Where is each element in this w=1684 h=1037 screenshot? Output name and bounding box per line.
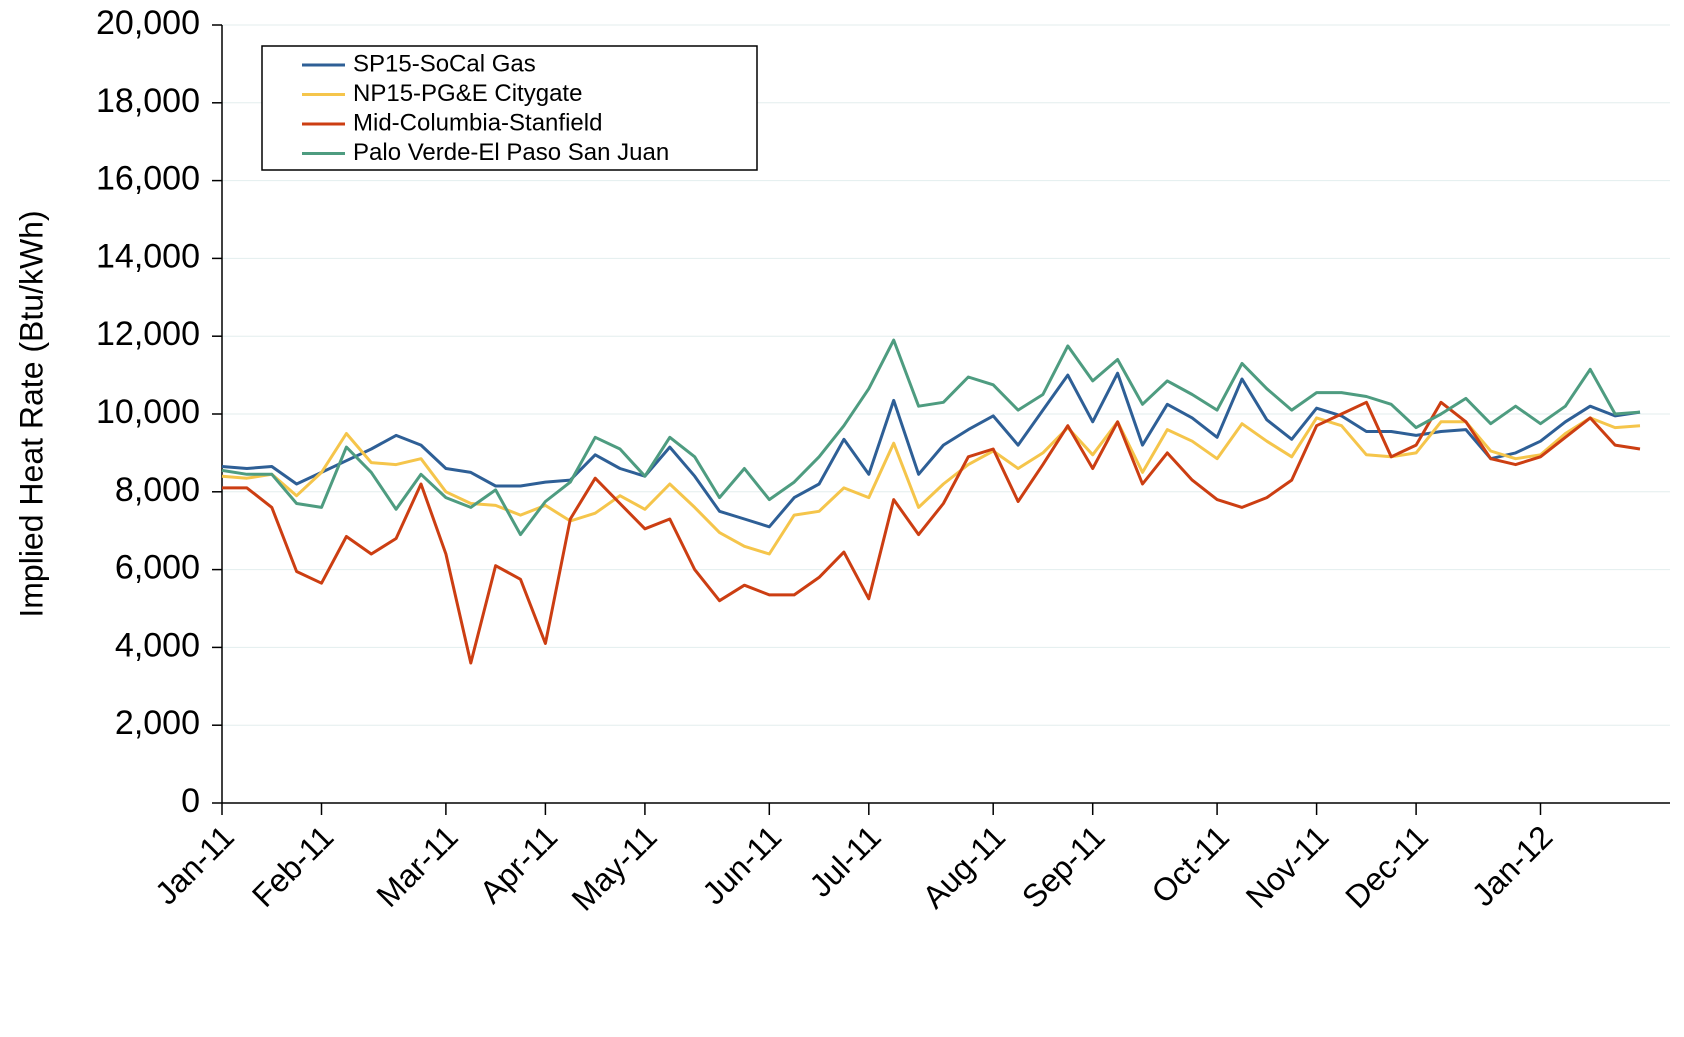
y-tick-label: 2,000 [115, 704, 200, 742]
series-line [221, 338, 1641, 537]
legend-label: Mid-Columbia-Stanfield [353, 109, 602, 136]
y-tick-label: 14,000 [96, 237, 200, 275]
y-tick-label: 20,000 [96, 4, 200, 42]
x-tick-label: Jun-11 [695, 818, 788, 911]
x-tick-label: Jan-11 [148, 818, 241, 911]
y-tick-label: 8,000 [115, 471, 200, 509]
x-tick-label: Dec-11 [1338, 818, 1435, 915]
series-line [221, 371, 1641, 529]
y-tick-label: 0 [181, 782, 200, 820]
x-tick-label: Jan-12 [1465, 818, 1560, 913]
y-tick-label: 4,000 [115, 626, 200, 664]
series-line [221, 416, 1641, 556]
y-tick-label: 10,000 [96, 393, 200, 431]
x-tick-label: Aug-11 [915, 818, 1012, 915]
x-tick-label: Mar-11 [369, 818, 464, 913]
legend-box [261, 45, 758, 171]
x-tick-label: Feb-11 [245, 818, 340, 913]
y-tick-label: 18,000 [96, 82, 200, 120]
y-tick-label: 12,000 [96, 315, 200, 353]
legend-label: SP15-SoCal Gas [353, 50, 536, 77]
series-line [222, 400, 1641, 665]
y-tick-label: 6,000 [115, 549, 200, 587]
y-axis-label: Implied Heat Rate (Btu/kWh) [13, 210, 49, 617]
x-tick-label: Apr-11 [473, 818, 565, 910]
y-tick-label: 16,000 [96, 160, 200, 198]
x-tick-label: Jul-11 [802, 818, 887, 903]
x-tick-label: May-11 [565, 818, 664, 917]
legend-label: NP15-PG&E Citygate [353, 80, 582, 107]
legend-label: Palo Verde-El Paso San Juan [353, 139, 669, 166]
x-tick-label: Oct-11 [1144, 818, 1236, 910]
x-tick-label: Nov-11 [1239, 818, 1336, 915]
x-tick-label: Sep-11 [1015, 818, 1112, 915]
